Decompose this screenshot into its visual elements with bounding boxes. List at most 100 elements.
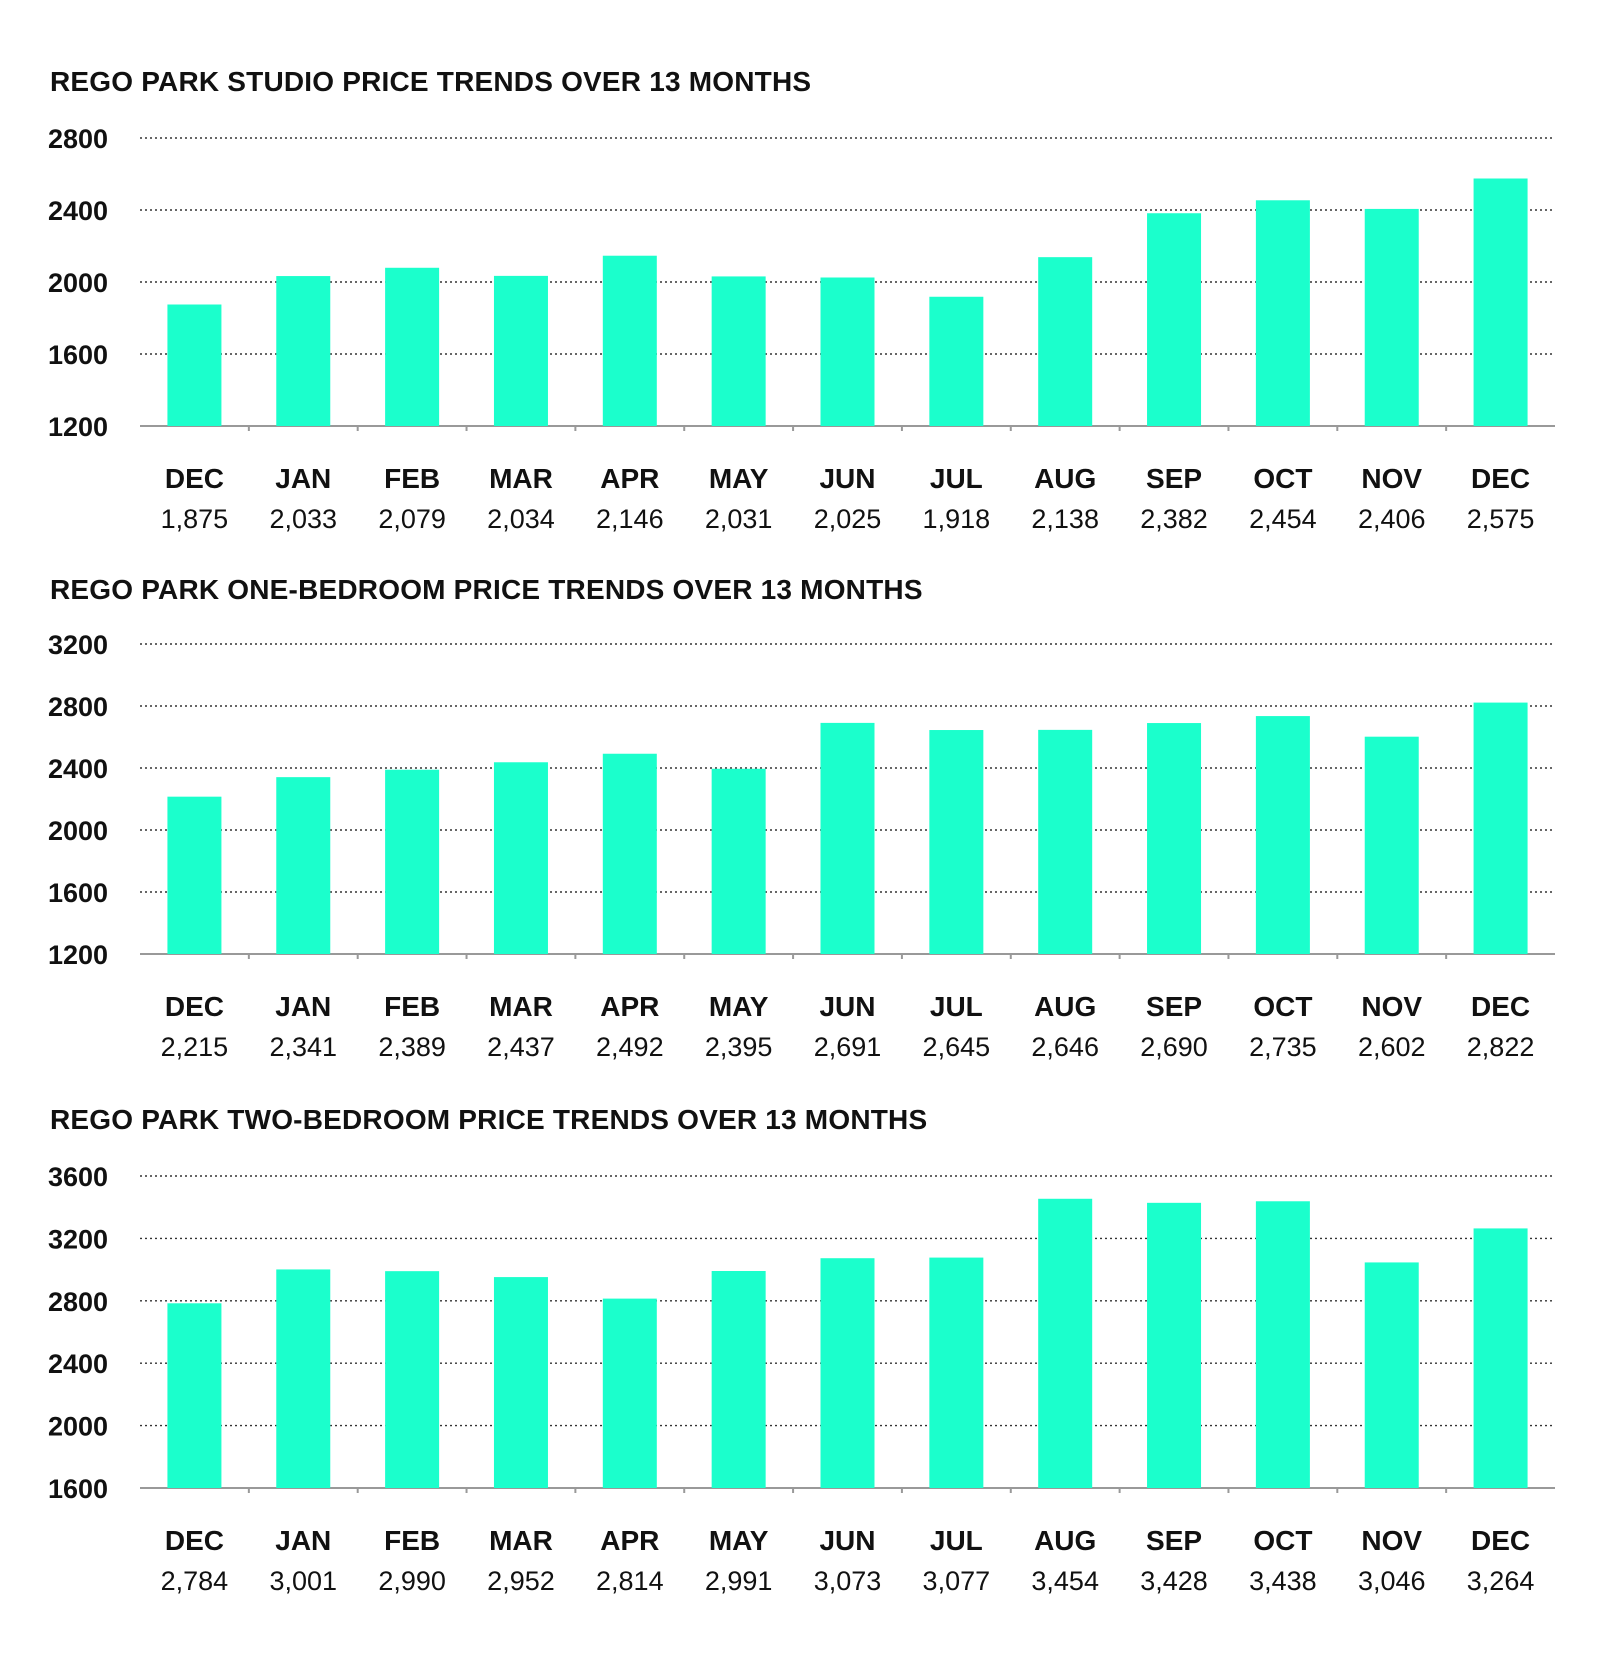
month-label: OCT (1253, 463, 1312, 494)
value-label: 2,991 (705, 1566, 773, 1596)
month-label: APR (600, 463, 659, 494)
bar-may (711, 276, 766, 426)
value-label: 2,031 (705, 504, 773, 534)
value-label: 2,990 (378, 1566, 446, 1596)
value-label: 2,814 (596, 1566, 664, 1596)
y-tick-label: 1200 (48, 412, 108, 442)
value-label: 2,690 (1140, 1032, 1208, 1062)
value-label: 2,822 (1467, 1032, 1535, 1062)
month-label: JUN (819, 463, 875, 494)
value-label: 2,575 (1467, 504, 1535, 534)
value-label: 2,406 (1358, 504, 1426, 534)
month-label: MAY (709, 991, 769, 1022)
two-bedroom-bar-chart: 1600 2000 2400 2800 3200 3600 DEC 2,784 JAN 3,001… (48, 1162, 1555, 1596)
month-label: SEP (1146, 991, 1202, 1022)
chart-title: REGO PARK TWO-BEDROOM PRICE TRENDS OVER … (50, 1104, 928, 1135)
month-label: SEP (1146, 463, 1202, 494)
bar-sep (1147, 723, 1202, 954)
month-label: MAR (489, 991, 553, 1022)
y-tick-label: 2400 (48, 754, 108, 784)
value-label: 2,784 (161, 1566, 229, 1596)
bar-sep (1147, 213, 1202, 426)
value-label: 3,046 (1358, 1566, 1426, 1596)
month-label: NOV (1361, 991, 1422, 1022)
bar-jun (820, 277, 875, 426)
bar-mar (493, 762, 548, 954)
month-label: MAY (709, 463, 769, 494)
bar-sep (1147, 1202, 1202, 1488)
month-label: DEC (1471, 991, 1530, 1022)
value-label: 3,077 (923, 1566, 991, 1596)
bar-oct (1255, 716, 1310, 954)
y-tick-label: 2000 (48, 1412, 108, 1442)
bar-jan (276, 777, 331, 954)
value-label: 2,341 (269, 1032, 337, 1062)
value-label: 2,454 (1249, 504, 1317, 534)
value-label: 2,437 (487, 1032, 555, 1062)
y-tick-label: 2800 (48, 692, 108, 722)
bar-mar (493, 1277, 548, 1488)
bar-nov (1364, 208, 1419, 426)
bar-jan (276, 276, 331, 426)
value-label: 2,492 (596, 1032, 664, 1062)
month-label: JUN (819, 1525, 875, 1556)
chart-title: REGO PARK STUDIO PRICE TRENDS OVER 13 MO… (50, 66, 812, 97)
value-label: 2,382 (1140, 504, 1208, 534)
bar-dec (167, 304, 222, 426)
value-label: 3,454 (1031, 1566, 1099, 1596)
y-tick-label: 2000 (48, 268, 108, 298)
value-label: 2,645 (923, 1032, 991, 1062)
y-tick-label: 2400 (48, 196, 108, 226)
bar-apr (602, 255, 657, 426)
month-label: JUL (930, 463, 983, 494)
bar-dec (167, 796, 222, 954)
bar-apr (602, 1298, 657, 1488)
bar-jan (276, 1269, 331, 1488)
value-label: 2,138 (1031, 504, 1099, 534)
month-label: JUN (819, 991, 875, 1022)
month-label: FEB (384, 463, 440, 494)
studio-chart: REGO PARK STUDIO PRICE TRENDS OVER 13 MO… (0, 66, 1600, 536)
bar-jul (929, 1257, 984, 1488)
bar-dec (1473, 178, 1528, 426)
month-label: JAN (275, 463, 331, 494)
month-label: JAN (275, 991, 331, 1022)
y-tick-label: 1200 (48, 940, 108, 970)
month-label: MAY (709, 1525, 769, 1556)
month-label: DEC (1471, 1525, 1530, 1556)
value-label: 2,735 (1249, 1032, 1317, 1062)
bar-feb (385, 267, 440, 426)
month-label: FEB (384, 991, 440, 1022)
bar-may (711, 1271, 766, 1488)
bar-may (711, 768, 766, 954)
value-label: 3,264 (1467, 1566, 1535, 1596)
bar-apr (602, 753, 657, 954)
month-label: DEC (1471, 463, 1530, 494)
two-bedroom-chart: REGO PARK TWO-BEDROOM PRICE TRENDS OVER … (0, 1104, 1600, 1604)
one-bedroom-chart: REGO PARK ONE-BEDROOM PRICE TRENDS OVER … (0, 574, 1600, 1062)
month-label: AUG (1034, 991, 1096, 1022)
y-tick-label: 2000 (48, 816, 108, 846)
value-label: 2,389 (378, 1032, 446, 1062)
studio-bar-chart: 1200 1600 2000 2400 2800 DEC 1,875 JAN 2,033 FEB 2… (48, 124, 1555, 534)
bar-feb (385, 769, 440, 954)
bar-jun (820, 722, 875, 954)
bar-nov (1364, 1262, 1419, 1488)
value-label: 2,146 (596, 504, 664, 534)
value-label: 2,025 (814, 504, 882, 534)
month-label: NOV (1361, 1525, 1422, 1556)
one-bedroom-bar-chart: 1200 1600 2000 2400 2800 3200 DEC 2,215 JAN 2,341… (48, 630, 1555, 1062)
bar-dec (167, 1303, 222, 1488)
month-label: APR (600, 991, 659, 1022)
y-tick-label: 3600 (48, 1162, 108, 1192)
chart-title: REGO PARK ONE-BEDROOM PRICE TRENDS OVER … (50, 574, 923, 605)
value-label: 2,034 (487, 504, 555, 534)
value-label: 2,395 (705, 1032, 773, 1062)
value-label: 2,691 (814, 1032, 882, 1062)
month-label: JAN (275, 1525, 331, 1556)
value-label: 2,952 (487, 1566, 555, 1596)
month-label: OCT (1253, 991, 1312, 1022)
value-label: 3,073 (814, 1566, 882, 1596)
y-tick-label: 2800 (48, 124, 108, 154)
y-tick-label: 1600 (48, 340, 108, 370)
